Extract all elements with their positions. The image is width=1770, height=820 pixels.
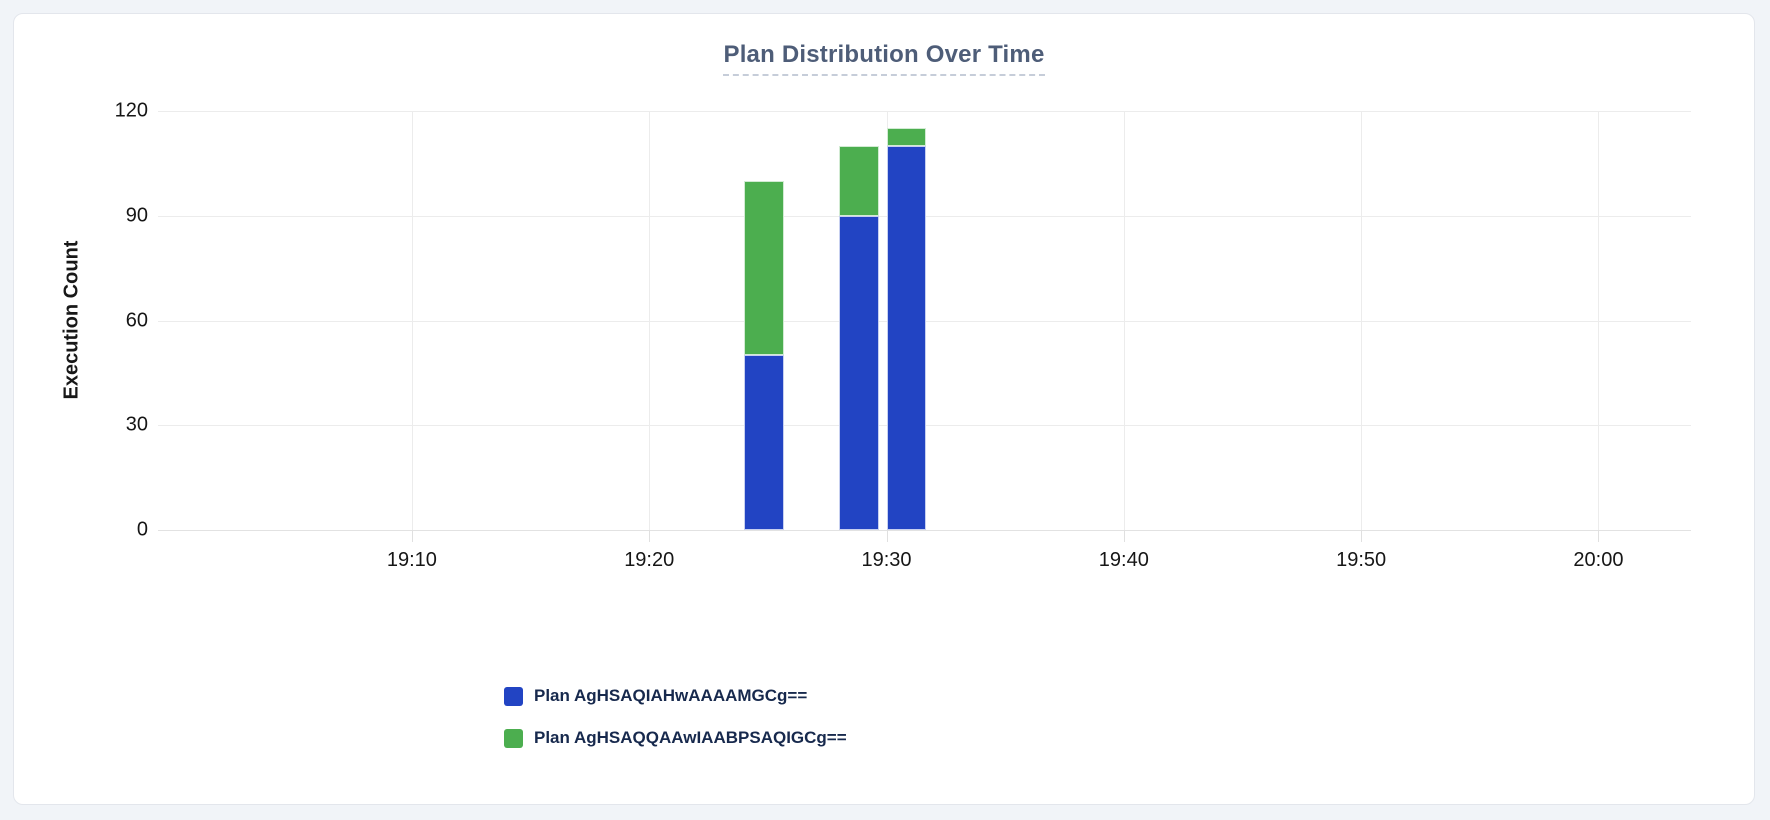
x-tick-label: 20:00 (1573, 549, 1624, 571)
gridline-vertical (1123, 111, 1125, 530)
y-tick-label: 90 (125, 204, 148, 227)
x-tick-label: 19:20 (624, 549, 675, 571)
bar-segment[interactable] (886, 145, 927, 530)
y-tick-label: 0 (136, 518, 148, 541)
y-tick-label: 30 (125, 413, 148, 436)
x-tick-label: 19:50 (1336, 549, 1387, 571)
x-tick-label: 19:10 (386, 549, 437, 571)
x-tick-mark (649, 530, 651, 542)
chart-header: Plan Distribution Over Time (14, 41, 1754, 76)
bar-segment[interactable] (839, 215, 879, 530)
legend-label: Plan AgHSAQQAAwIAABPSAQIGCg== (534, 728, 847, 747)
legend-swatch-icon (504, 728, 523, 748)
y-tick-label: 60 (125, 309, 148, 331)
gridline-vertical (1598, 111, 1600, 530)
chart-card: Plan Distribution Over Time Execution Co… (13, 13, 1755, 805)
x-tick-mark (1361, 530, 1363, 542)
x-tick-label: 19:30 (861, 549, 912, 571)
gridline-vertical (649, 111, 651, 530)
bar-segment[interactable] (744, 180, 784, 356)
legend-item[interactable]: Plan AgHSAQIAHwAAAAMGCg== (504, 686, 847, 706)
legend-swatch-icon (504, 686, 523, 706)
gridline-horizontal (158, 530, 1691, 531)
gridline-horizontal (158, 111, 1691, 112)
y-tick-label: 120 (114, 99, 148, 122)
gridline-vertical (411, 111, 413, 530)
x-tick-mark (411, 530, 413, 542)
bar-segment[interactable] (839, 145, 879, 216)
chart-title[interactable]: Plan Distribution Over Time (723, 41, 1045, 76)
x-tick-label: 19:40 (1098, 549, 1149, 571)
y-axis-label: Execution Count (60, 240, 83, 400)
gridline-vertical (1361, 111, 1363, 530)
bar-segment[interactable] (744, 355, 784, 530)
x-tick-mark (886, 530, 888, 542)
legend-label: Plan AgHSAQIAHwAAAAMGCg== (534, 686, 808, 705)
legend: Plan AgHSAQIAHwAAAAMGCg== Plan AgHSAQQAAw… (504, 686, 847, 748)
x-tick-mark (1598, 530, 1600, 542)
bar-segment[interactable] (886, 128, 927, 146)
x-tick-mark (1123, 530, 1125, 542)
legend-item[interactable]: Plan AgHSAQQAAwIAABPSAQIGCg== (504, 728, 847, 748)
